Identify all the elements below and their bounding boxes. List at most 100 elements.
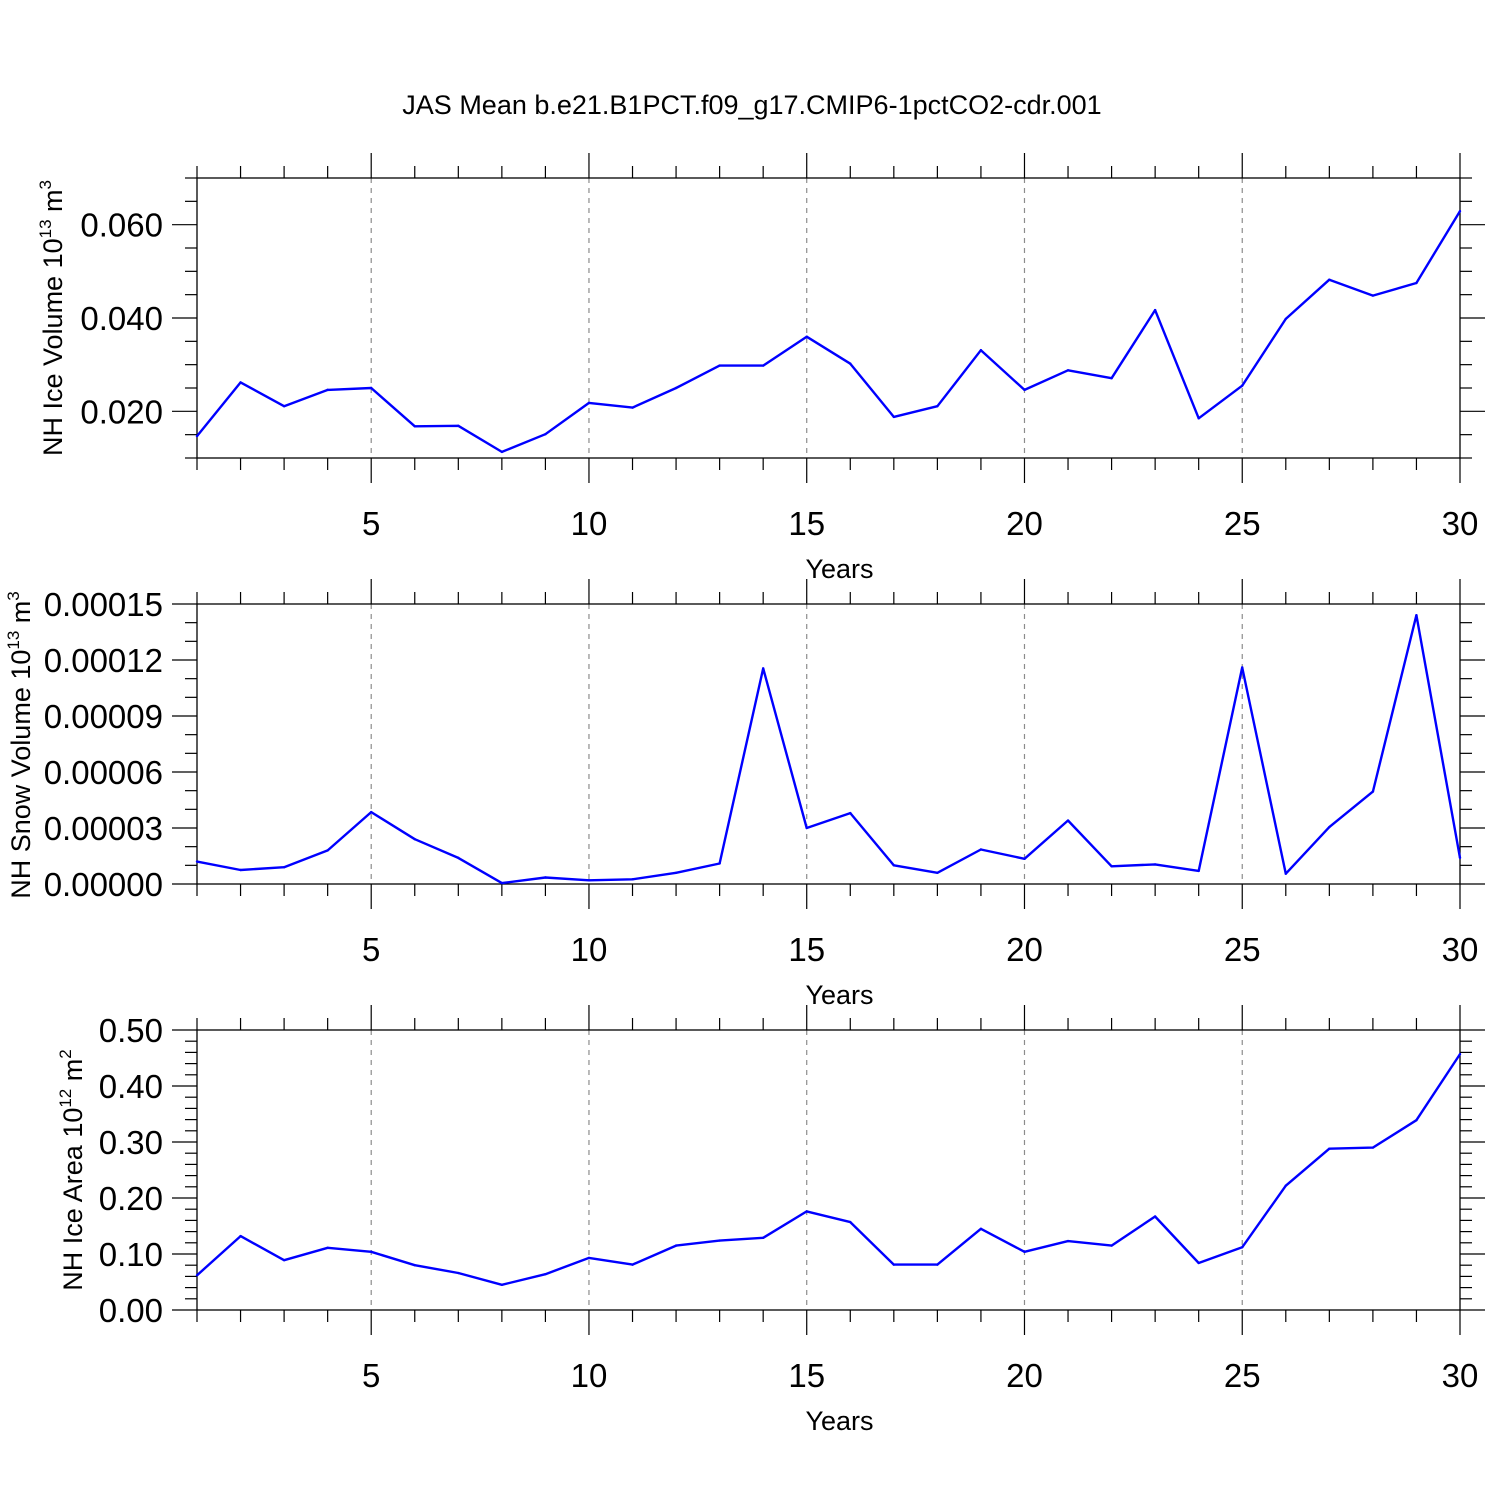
data-point [1284,1184,1287,1187]
data-point [979,848,983,851]
data-point [587,401,591,405]
data-point [1371,1146,1375,1149]
data-point [500,450,504,454]
data-point [239,1234,242,1238]
x-tick-label: 5 [362,505,380,542]
x-tick-label: 20 [1006,1357,1043,1394]
x-tick-label: 25 [1224,505,1261,542]
data-point [1023,1250,1026,1253]
y-tick-label: 0.00015 [44,586,163,623]
x-tick-label: 30 [1442,931,1479,968]
data-point [457,1271,460,1275]
data-point [544,433,547,436]
y-tick-label: 0.20 [99,1180,163,1217]
data-point [718,364,721,367]
data-point [1197,869,1200,873]
y-tick-label: 0.40 [99,1068,163,1105]
figure-title: JAS Mean b.e21.B1PCT.f09_g17.CMIP6-1pctC… [402,90,1101,120]
x-tick-label: 15 [788,505,825,542]
data-point [1066,819,1070,822]
data-point [674,1244,678,1247]
data-point [457,856,460,860]
data-point [1110,865,1113,868]
data-point [631,878,634,881]
data-point [195,1274,199,1277]
y-tick-label: 0.30 [99,1124,163,1161]
data-point [1153,1215,1157,1218]
data-point [805,1210,808,1213]
data-point [1197,417,1200,420]
y-axis-title: NH Snow Volume 1013 m3 [4,591,36,899]
series-line [196,614,1462,885]
data-point [587,1256,591,1260]
y-tick-label: 0.00009 [44,698,163,735]
data-point [761,1236,765,1239]
data-point [587,879,591,882]
data-point [1328,1147,1331,1150]
data-point [1110,377,1113,380]
data-point [718,1239,721,1242]
data-point [631,406,634,409]
panel-ice-volume: 5 10 15 20 25 30 0.020 0.040 0.060 Years NH Ice Vo… [36,153,1485,584]
data-point [1458,209,1462,213]
data-point [282,1258,286,1262]
data-point [413,838,416,841]
data-point [370,810,373,814]
data-point [1284,317,1287,321]
x-tick-label: 30 [1442,1357,1479,1394]
data-point [370,1250,373,1253]
x-tick-label: 30 [1442,505,1479,542]
data-point [1153,308,1157,312]
x-tick-label: 5 [362,1357,380,1394]
data-point [413,1264,416,1267]
data-point [761,364,765,367]
x-tick-label: 25 [1224,931,1261,968]
data-point [1066,369,1070,372]
data-point [1023,388,1026,392]
data-point [500,1283,504,1287]
y-tick-label: 0.020 [80,393,163,430]
data-point [457,424,460,427]
data-point [936,1263,939,1266]
series-line [196,1053,1462,1287]
data-point [326,849,329,852]
data-point [849,362,852,365]
data-point [1371,294,1375,297]
data-point [1415,614,1418,617]
data-point [1371,790,1375,793]
plot-frame [196,603,1461,885]
data-point [979,1227,983,1231]
data-point [849,1220,852,1224]
y-tick-label: 0.00006 [44,754,163,791]
x-axis-title: Years [805,980,873,1010]
data-point [195,860,199,863]
data-point [1066,1239,1070,1243]
data-point [1241,384,1244,387]
y-axis-title: NH Ice Volume 1013 m3 [36,180,68,456]
data-point [239,381,242,384]
data-point [631,1263,634,1266]
plot-frame [196,1029,1461,1311]
data-point [936,405,939,408]
data-point [1023,857,1026,860]
data-point [282,405,286,408]
data-point [544,876,547,879]
panel-ice-area: 5 10 15 20 25 30 0.00 0.10 0.20 0.30 0.40 0.50 Years… [56,1005,1485,1436]
x-tick-label: 25 [1224,1357,1261,1394]
data-point [195,434,199,438]
plot-frame [196,177,1461,459]
y-tick-label: 0.00 [99,1292,163,1329]
data-point [674,871,678,874]
data-point [1328,825,1331,829]
panel-snow-volume: 5 10 15 20 25 30 0.00000 0.00003 0.00006 0.00009 0… [4,579,1485,1010]
data-point [979,349,983,352]
data-point [805,335,808,338]
data-point [370,386,373,390]
data-point [500,881,504,885]
x-tick-label: 15 [788,931,825,968]
data-point [849,811,852,815]
data-point [1458,1052,1462,1056]
data-point [1241,1246,1244,1249]
data-point [1415,1118,1418,1122]
